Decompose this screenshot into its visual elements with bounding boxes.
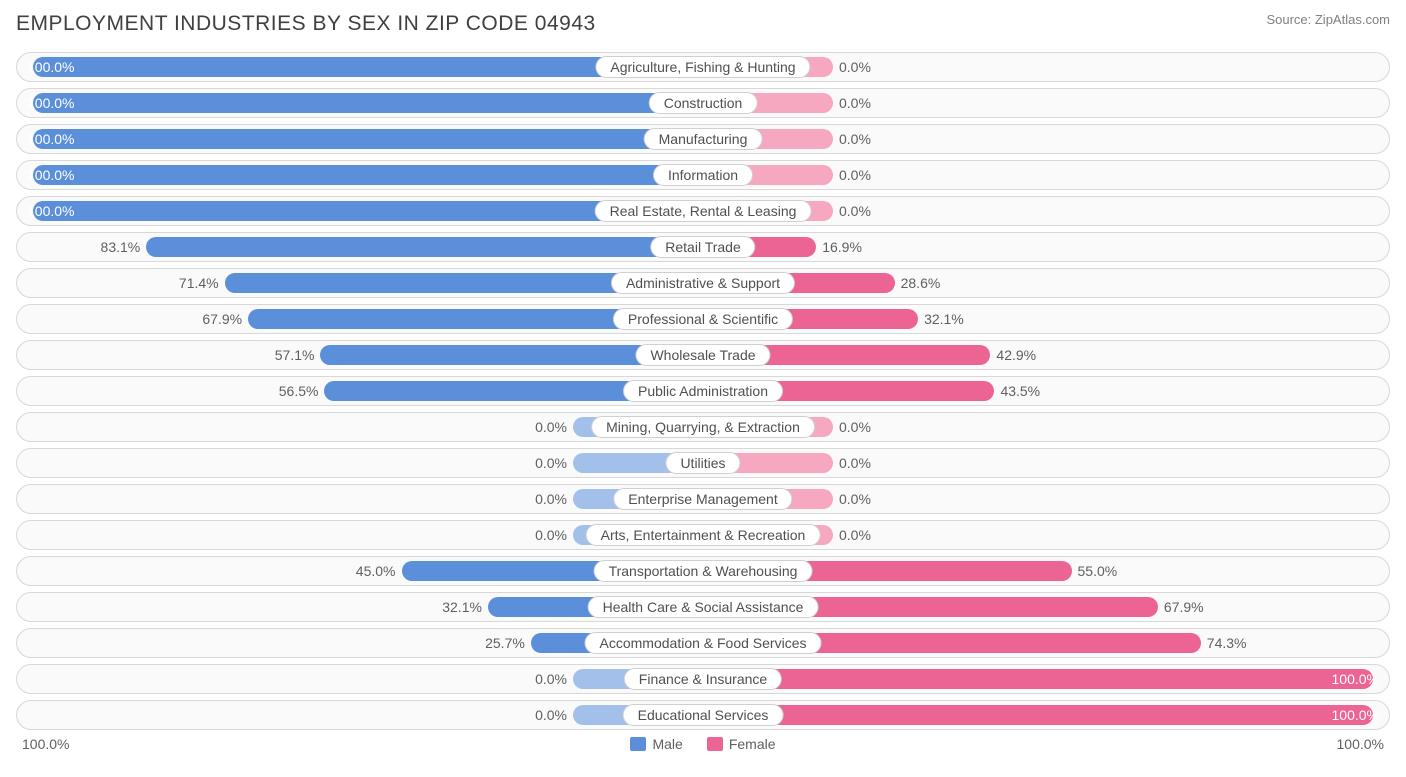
- chart-row: 83.1% 16.9% Retail Trade: [16, 232, 1390, 262]
- scale-left: 100.0%: [22, 736, 69, 752]
- category-label: Manufacturing: [644, 128, 763, 150]
- chart-row: 56.5% 43.5% Public Administration: [16, 376, 1390, 406]
- chart-row: 67.9% 32.1% Professional & Scientific: [16, 304, 1390, 334]
- legend-female-label: Female: [729, 736, 776, 752]
- category-label: Professional & Scientific: [613, 308, 793, 330]
- category-label: Educational Services: [623, 704, 784, 726]
- female-pct-label: 55.0%: [1078, 557, 1118, 585]
- female-pct-label: 0.0%: [839, 161, 871, 189]
- chart-legend: 100.0% Male Female 100.0%: [16, 736, 1390, 752]
- female-bar: [703, 705, 1373, 725]
- category-label: Health Care & Social Assistance: [588, 596, 819, 618]
- category-label: Transportation & Warehousing: [594, 560, 813, 582]
- category-label: Wholesale Trade: [635, 344, 770, 366]
- male-pct-label: 0.0%: [535, 449, 567, 477]
- female-pct-label: 42.9%: [996, 341, 1036, 369]
- chart-row: 0.0% 100.0% Finance & Insurance: [16, 664, 1390, 694]
- category-label: Retail Trade: [650, 236, 755, 258]
- female-pct-label: 0.0%: [839, 197, 871, 225]
- male-pct-label: 0.0%: [535, 701, 567, 729]
- scale-right: 100.0%: [1337, 736, 1384, 752]
- chart-source: Source: ZipAtlas.com: [1266, 12, 1390, 27]
- female-pct-label: 0.0%: [839, 53, 871, 81]
- category-label: Arts, Entertainment & Recreation: [586, 524, 821, 546]
- female-pct-label: 32.1%: [924, 305, 964, 333]
- male-pct-label: 57.1%: [275, 341, 315, 369]
- male-pct-label: 83.1%: [101, 233, 141, 261]
- category-label: Public Administration: [623, 380, 783, 402]
- male-pct-label: 0.0%: [535, 485, 567, 513]
- male-pct-label: 0.0%: [535, 521, 567, 549]
- female-pct-label: 100.0%: [1332, 701, 1379, 729]
- male-pct-label: 71.4%: [179, 269, 219, 297]
- female-pct-label: 43.5%: [1000, 377, 1040, 405]
- chart-row: 100.0% 0.0% Agriculture, Fishing & Hunting: [16, 52, 1390, 82]
- category-label: Accommodation & Food Services: [585, 632, 822, 654]
- male-pct-label: 32.1%: [442, 593, 482, 621]
- chart-row: 0.0% 0.0% Arts, Entertainment & Recreation: [16, 520, 1390, 550]
- chart-row: 0.0% 0.0% Mining, Quarrying, & Extraction: [16, 412, 1390, 442]
- legend-male: Male: [630, 736, 682, 752]
- female-pct-label: 0.0%: [839, 485, 871, 513]
- female-pct-label: 100.0%: [1332, 665, 1379, 693]
- male-pct-label: 56.5%: [279, 377, 319, 405]
- category-label: Construction: [649, 92, 758, 114]
- female-swatch-icon: [707, 737, 723, 751]
- chart-row: 32.1% 67.9% Health Care & Social Assistanc…: [16, 592, 1390, 622]
- chart-row: 0.0% 100.0% Educational Services: [16, 700, 1390, 730]
- legend-male-label: Male: [652, 736, 682, 752]
- male-bar: [33, 129, 703, 149]
- female-pct-label: 0.0%: [839, 125, 871, 153]
- chart-row: 25.7% 74.3% Accommodation & Food Services: [16, 628, 1390, 658]
- category-label: Information: [653, 164, 753, 186]
- female-pct-label: 67.9%: [1164, 593, 1204, 621]
- female-pct-label: 16.9%: [822, 233, 862, 261]
- category-label: Mining, Quarrying, & Extraction: [591, 416, 815, 438]
- male-bar: [33, 93, 703, 113]
- female-bar: [703, 669, 1373, 689]
- male-pct-label: 0.0%: [535, 665, 567, 693]
- chart-row: 0.0% 0.0% Utilities: [16, 448, 1390, 478]
- male-pct-label: 100.0%: [27, 197, 74, 225]
- female-pct-label: 0.0%: [839, 449, 871, 477]
- male-swatch-icon: [630, 737, 646, 751]
- chart-row: 100.0% 0.0% Manufacturing: [16, 124, 1390, 154]
- female-pct-label: 74.3%: [1207, 629, 1247, 657]
- male-pct-label: 0.0%: [535, 413, 567, 441]
- female-pct-label: 0.0%: [839, 521, 871, 549]
- male-pct-label: 67.9%: [202, 305, 242, 333]
- male-pct-label: 100.0%: [27, 89, 74, 117]
- male-pct-label: 25.7%: [485, 629, 525, 657]
- chart-row: 71.4% 28.6% Administrative & Support: [16, 268, 1390, 298]
- category-label: Finance & Insurance: [624, 668, 782, 690]
- category-label: Agriculture, Fishing & Hunting: [595, 56, 810, 78]
- category-label: Enterprise Management: [613, 488, 792, 510]
- chart-row: 0.0% 0.0% Enterprise Management: [16, 484, 1390, 514]
- male-pct-label: 100.0%: [27, 125, 74, 153]
- male-bar: [146, 237, 703, 257]
- legend-female: Female: [707, 736, 776, 752]
- legend-items: Male Female: [630, 736, 775, 752]
- female-pct-label: 28.6%: [901, 269, 941, 297]
- diverging-bar-chart: 100.0% 0.0% Agriculture, Fishing & Hunting…: [16, 52, 1390, 730]
- chart-title: EMPLOYMENT INDUSTRIES BY SEX IN ZIP CODE…: [16, 12, 596, 36]
- male-pct-label: 100.0%: [27, 161, 74, 189]
- chart-row: 100.0% 0.0% Information: [16, 160, 1390, 190]
- female-pct-label: 0.0%: [839, 89, 871, 117]
- category-label: Administrative & Support: [611, 272, 795, 294]
- female-pct-label: 0.0%: [839, 413, 871, 441]
- male-bar: [33, 165, 703, 185]
- male-pct-label: 100.0%: [27, 53, 74, 81]
- category-label: Real Estate, Rental & Leasing: [595, 200, 812, 222]
- chart-row: 57.1% 42.9% Wholesale Trade: [16, 340, 1390, 370]
- chart-row: 100.0% 0.0% Real Estate, Rental & Leasing: [16, 196, 1390, 226]
- category-label: Utilities: [665, 452, 740, 474]
- chart-row: 45.0% 55.0% Transportation & Warehousing: [16, 556, 1390, 586]
- male-pct-label: 45.0%: [356, 557, 396, 585]
- chart-header: EMPLOYMENT INDUSTRIES BY SEX IN ZIP CODE…: [16, 12, 1390, 36]
- chart-row: 100.0% 0.0% Construction: [16, 88, 1390, 118]
